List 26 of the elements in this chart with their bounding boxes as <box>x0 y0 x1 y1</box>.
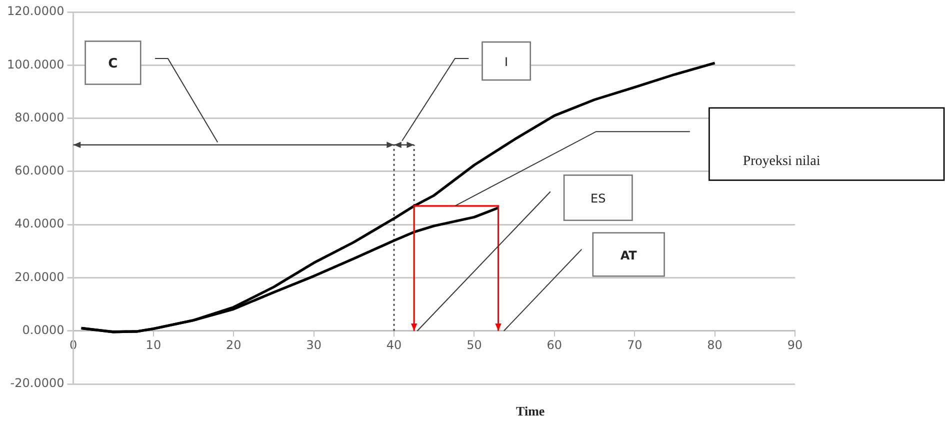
callout-box: I <box>402 41 531 142</box>
x-tick-label: 90 <box>787 338 803 352</box>
y-tick-label: 40.0000 <box>14 216 64 231</box>
annotation: Proyeksi nilai <box>742 154 820 169</box>
annotation: AT <box>620 248 638 262</box>
annotation: C <box>108 56 118 72</box>
y-tick-label: 80.0000 <box>14 110 64 124</box>
x-axis-title: Time <box>516 403 545 418</box>
y-tick-label: 20.0000 <box>14 270 64 284</box>
x-tick-label: 70 <box>626 338 642 352</box>
y-tick-label: 120.0000 <box>6 4 64 18</box>
x-tick-label: 10 <box>146 338 162 352</box>
callout-box: AT <box>503 232 665 332</box>
annotation: ES <box>590 192 606 206</box>
y-tick-label: 60.0000 <box>14 164 64 178</box>
x-tick-label: 30 <box>306 338 322 352</box>
x-tick-label: 20 <box>226 338 242 352</box>
annotation: I <box>504 55 508 70</box>
x-tick-label: 80 <box>707 338 722 352</box>
callout-box: C <box>84 40 218 143</box>
x-tick-label: 60 <box>546 338 562 352</box>
x-tick-label: 40 <box>386 338 402 352</box>
y-tick-label: 100.0000 <box>6 57 64 72</box>
y-tick-label: 0.0000 <box>22 322 64 337</box>
y-tick-label: -20.0000 <box>10 376 64 390</box>
x-tick-label: 50 <box>466 338 482 352</box>
